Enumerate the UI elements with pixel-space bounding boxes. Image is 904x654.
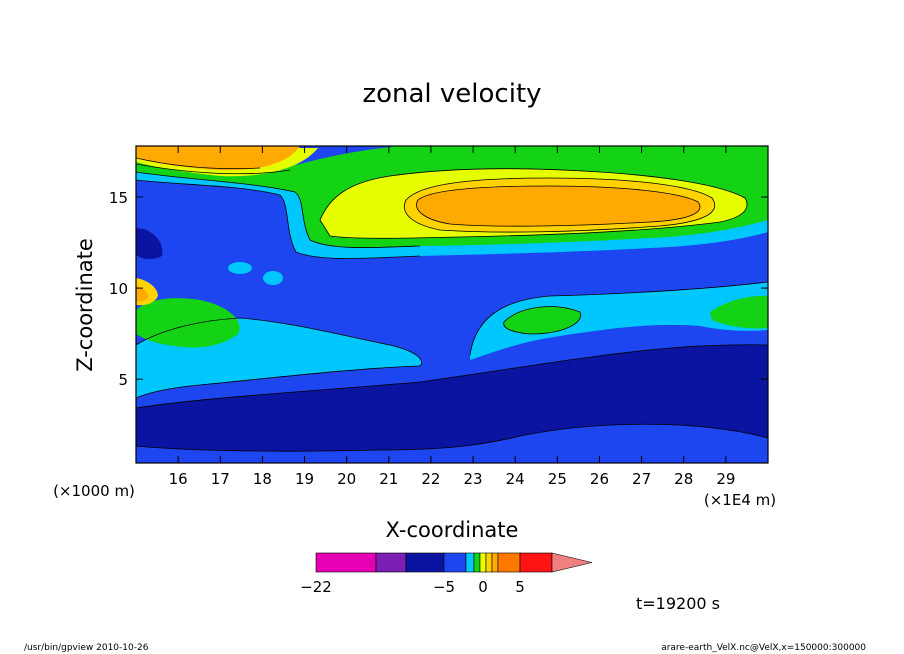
x-tick-label: 20 (337, 470, 356, 488)
x-tick-label: 16 (169, 470, 188, 488)
colorbar-segment (473, 552, 481, 573)
colorbar-segment (375, 552, 407, 573)
colorbar-tick-label: 0 (478, 578, 488, 596)
footer-right: arare-earth_VelX.nc@VelX,x=150000:300000 (661, 643, 866, 653)
y-axis: 5 10 15 (109, 189, 768, 389)
x-tick-label: 23 (464, 470, 483, 488)
contour-line (136, 344, 768, 409)
x-tick-label: 17 (211, 470, 230, 488)
x-tick-label: 26 (590, 470, 609, 488)
contour-line (136, 157, 261, 170)
colorbar: −22 −5 0 5 (300, 552, 593, 596)
x-tick-label: 22 (421, 470, 440, 488)
x-tick-label: 24 (506, 470, 525, 488)
contour-line (136, 171, 421, 249)
colorbar-segment (491, 552, 499, 573)
x-tick-label: 29 (716, 470, 735, 488)
colorbar-tick-label: −5 (433, 578, 455, 596)
colorbar-segment (479, 552, 487, 573)
y-tick-label: 15 (109, 189, 128, 207)
x-tick-label: 27 (632, 470, 651, 488)
x-axis: 16 17 18 19 20 21 22 23 24 25 26 27 28 29 (169, 146, 735, 488)
contour-line (136, 317, 423, 367)
contour-line (503, 306, 582, 335)
footer-left: /usr/bin/gpview 2010-10-26 (24, 643, 149, 653)
colorbar-segment (405, 552, 445, 573)
field-dark-band (136, 344, 768, 452)
x-tick-label: 18 (253, 470, 272, 488)
contour-line (469, 281, 768, 356)
field-green-right-edge (710, 295, 768, 329)
colorbar-segment (519, 552, 553, 573)
colorbar-segment (443, 552, 467, 573)
colorbar-segment (465, 552, 475, 573)
contour-line (136, 365, 421, 399)
contour-line (136, 423, 768, 452)
y-axis-label: Z-coordinate (73, 238, 97, 372)
x-axis-label: X-coordinate (386, 518, 519, 542)
contour-line (136, 179, 421, 259)
contour-line (404, 177, 716, 233)
colorbar-segment (315, 552, 377, 573)
y-unit-label: (×1000 m) (53, 482, 135, 500)
plot-frame (135, 145, 769, 464)
colorbar-segment (497, 552, 521, 573)
y-tick-label: 10 (109, 280, 128, 298)
contour-line (416, 185, 701, 227)
colorbar-tick-label: −22 (300, 578, 332, 596)
contour-lines (136, 157, 768, 452)
field-island-2 (263, 271, 283, 285)
x-tick-label: 19 (295, 470, 314, 488)
contour-line (136, 163, 291, 175)
field-orange-core (416, 186, 700, 227)
colorbar-tick-label: 5 (515, 578, 525, 596)
chart-title: zonal velocity (362, 79, 541, 109)
contour-field (136, 146, 768, 463)
x-tick-label: 28 (674, 470, 693, 488)
time-annotation: t=19200 s (636, 594, 720, 613)
field-orange-top-left (136, 146, 300, 171)
field-green-right (503, 306, 581, 334)
field-cyan-right (470, 282, 768, 360)
contour-line (319, 168, 748, 239)
x-tick-label: 25 (548, 470, 567, 488)
x-unit-label: (×1E4 m) (704, 491, 776, 509)
colorbar-extension (551, 552, 593, 573)
field-island-1 (228, 262, 252, 274)
colorbar-segment (485, 552, 493, 573)
field-dark-left (136, 228, 163, 260)
y-tick-label: 5 (118, 371, 128, 389)
field-orange-left (136, 286, 149, 302)
field-green-low (136, 298, 240, 348)
x-tick-label: 21 (379, 470, 398, 488)
